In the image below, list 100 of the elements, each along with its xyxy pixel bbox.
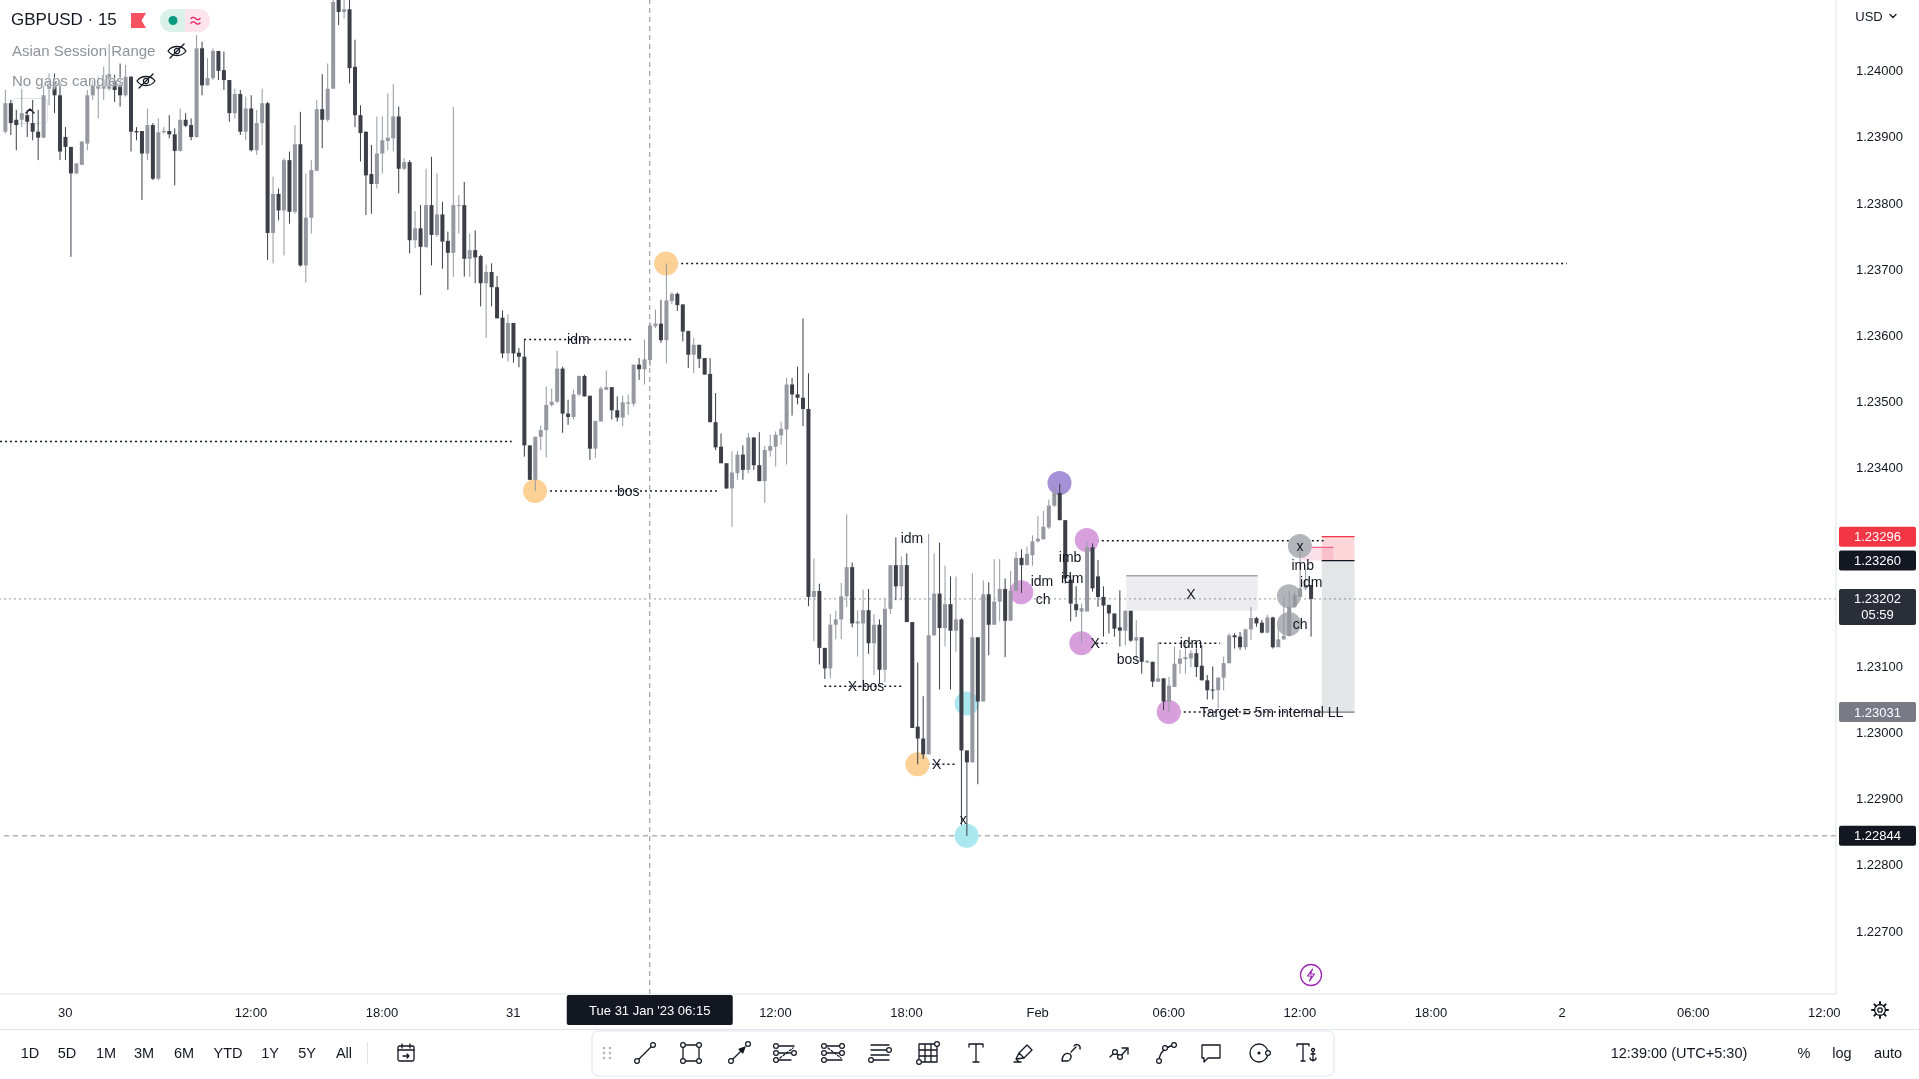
candlestick <box>801 317 805 427</box>
candlestick <box>719 432 724 464</box>
candlestick <box>658 299 663 344</box>
annotation: X <box>1186 586 1197 602</box>
text: 5D <box>57 1045 77 1061</box>
candlestick <box>953 575 958 653</box>
x-tick-label: 30 <box>57 1004 73 1020</box>
candlestick <box>1052 487 1057 508</box>
candlestick <box>413 210 418 249</box>
annotation: X-bos <box>847 678 885 695</box>
candlestick <box>779 421 784 446</box>
x-tick-label: 06:00 <box>1676 1004 1710 1020</box>
candlestick <box>456 194 461 235</box>
candlestick <box>467 233 472 278</box>
candlestick <box>1117 589 1122 648</box>
candlestick <box>1232 632 1237 650</box>
annotation: idm <box>567 331 590 348</box>
candlestick <box>839 582 844 640</box>
ref-line-label: 1.22844 <box>1854 828 1901 844</box>
candlestick <box>167 114 172 139</box>
candlestick <box>216 50 221 81</box>
candlestick <box>997 558 1002 622</box>
annotation: idm <box>1179 635 1203 652</box>
candlestick <box>735 450 740 481</box>
annotation: X <box>932 756 943 773</box>
x-tick-label: Feb <box>1026 1004 1049 1020</box>
annotation: imb <box>1291 556 1315 573</box>
point <box>654 251 679 276</box>
candlestick <box>915 661 920 765</box>
point <box>523 479 548 504</box>
x-tick-label: 12:00 <box>234 1004 268 1020</box>
candlestick <box>358 104 363 162</box>
x-tick-label: 2 <box>1558 1004 1566 1020</box>
candlestick <box>1041 510 1046 540</box>
candlestick <box>19 88 24 128</box>
candlestick <box>1205 674 1210 701</box>
candlestick <box>691 337 696 374</box>
candlestick <box>899 556 904 601</box>
candlestick <box>1019 548 1024 594</box>
candlestick <box>1156 641 1161 683</box>
candlestick <box>260 88 265 146</box>
candlestick <box>571 389 576 421</box>
candlestick <box>489 262 494 307</box>
annotation: idm <box>1299 573 1323 590</box>
annotation: bos <box>1116 651 1140 667</box>
annotation: x <box>1296 537 1304 554</box>
y-tick-label: 1.23400 <box>1856 460 1903 476</box>
candlestick <box>1074 585 1079 618</box>
x-tick-label: 18:00 <box>1414 1004 1448 1020</box>
candlestick <box>1123 609 1128 646</box>
candlestick <box>380 115 385 174</box>
y-tick-label: 1.23800 <box>1856 195 1903 211</box>
y-axis-title: USD <box>1855 8 1883 24</box>
candlestick <box>1101 585 1106 638</box>
candlestick <box>740 444 745 481</box>
candlestick <box>1210 665 1215 701</box>
candlestick <box>729 450 734 528</box>
text: GBPUSD · 15 <box>11 9 117 31</box>
text: 1D <box>20 1045 40 1061</box>
y-tick-label: 1.23600 <box>1856 328 1903 344</box>
candlestick <box>757 431 762 482</box>
text: % <box>1797 1045 1811 1061</box>
candlestick <box>1216 676 1221 709</box>
candlestick <box>1248 606 1253 641</box>
candlestick <box>1188 649 1193 668</box>
text: 5Y <box>298 1045 317 1061</box>
text: 3M <box>133 1045 155 1061</box>
candlestick <box>675 292 680 312</box>
annotation: Target = 5m internal LL <box>1199 704 1344 721</box>
candlestick <box>773 430 778 468</box>
candlestick <box>320 73 325 149</box>
candlestick <box>1150 661 1155 688</box>
candlestick <box>872 613 877 676</box>
y-tick-label: 1.23700 <box>1856 261 1903 277</box>
ref-line-label: 1.23202 05:59 <box>1854 591 1901 623</box>
annotation: X <box>1090 635 1101 652</box>
x-tick-label: 18:00 <box>365 1004 399 1020</box>
x-tick-label: 06:00 <box>1152 1004 1186 1020</box>
x-tick-label: 31 <box>505 1004 521 1020</box>
x-tick-label: 12:00 <box>759 1004 792 1020</box>
annotation: Asian Session Range <box>12 41 156 61</box>
candlestick <box>1106 604 1111 634</box>
text: log <box>1832 1045 1852 1061</box>
text: 12:39:00 (UTC+5:30) <box>1610 1045 1748 1061</box>
candlestick <box>1221 655 1226 691</box>
x-tick-label: 18:00 <box>890 1004 923 1020</box>
candlestick <box>243 96 248 141</box>
candlestick <box>921 695 926 760</box>
y-tick-label: 1.23031 <box>1854 704 1901 720</box>
candlestick <box>172 127 177 186</box>
candlestick <box>445 231 450 291</box>
y-tick-label: 1.23500 <box>1856 394 1903 410</box>
candlestick <box>1161 677 1166 711</box>
candlestick <box>473 229 478 284</box>
candlestick <box>1046 499 1051 530</box>
candlestick <box>1112 612 1117 638</box>
candlestick <box>434 172 439 238</box>
candlestick <box>25 109 30 138</box>
candlestick <box>139 130 144 201</box>
candlestick <box>336 0 341 26</box>
